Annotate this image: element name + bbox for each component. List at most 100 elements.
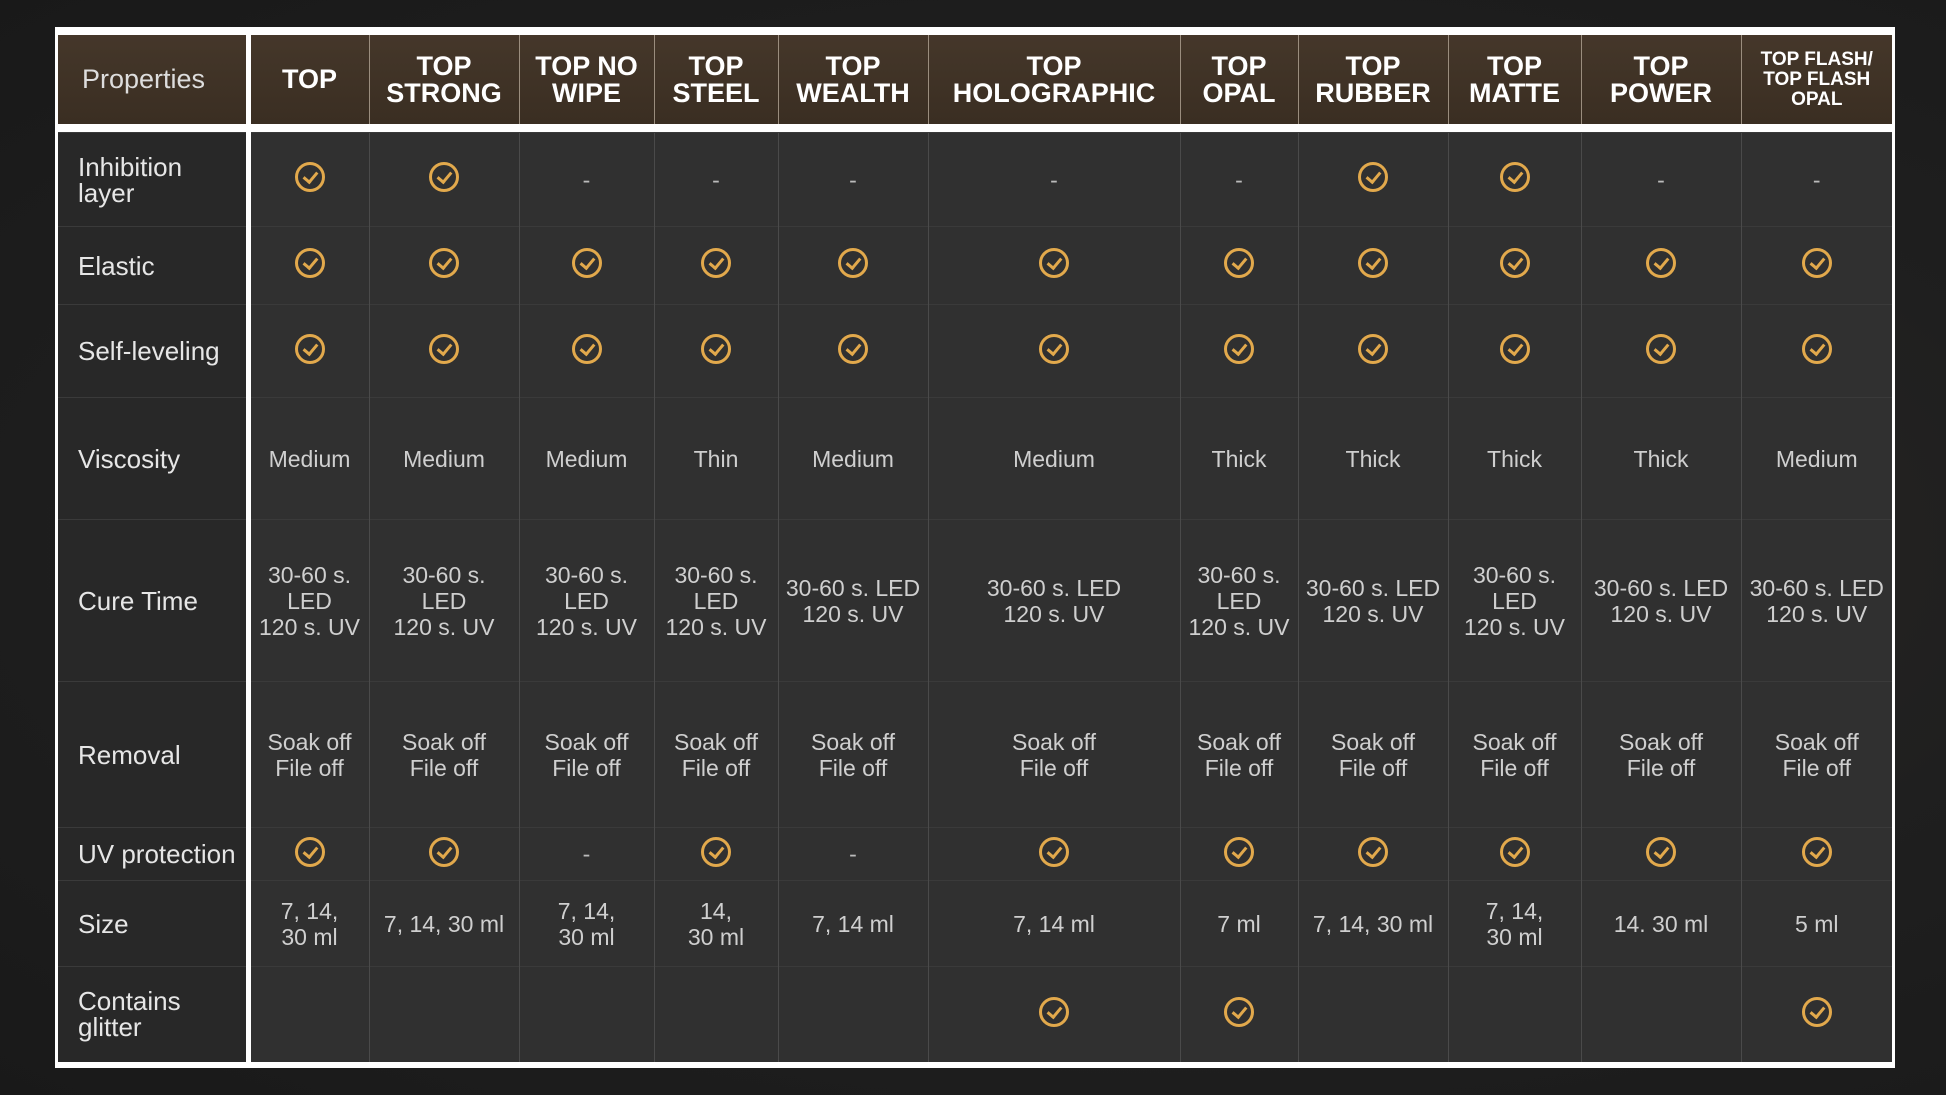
table-cell [1580, 304, 1741, 398]
check-circle-icon [701, 248, 731, 278]
table-cell: Soak off File off [1297, 681, 1448, 828]
cell-text: Soak off File off [1197, 728, 1281, 781]
check-circle-icon [429, 248, 459, 278]
table-cell [245, 132, 369, 227]
table-cell [1580, 966, 1741, 1062]
check-circle-icon [1801, 248, 1832, 278]
column-header: TOP HOLOGRAPHIC [927, 35, 1180, 124]
check-circle-icon [1499, 836, 1530, 867]
table-row: Inhibition layer - - - - - - - [58, 132, 1892, 227]
table-cell [1740, 827, 1892, 881]
dash-value: - [582, 166, 591, 193]
check-circle-icon [1039, 836, 1069, 867]
check-circle-icon [429, 836, 459, 867]
table-cell [368, 966, 519, 1062]
table-cell [927, 304, 1180, 398]
cell-text: 30-60 s. LED 120 s. UV [536, 561, 637, 640]
table-cell: Medium [518, 397, 654, 520]
cell-text: Soak off File off [267, 728, 352, 781]
table-cell: Soak off File off [368, 681, 519, 828]
table-cell: Soak off File off [1447, 681, 1581, 828]
check-circle-icon [1646, 333, 1676, 364]
dash-value: - [1235, 166, 1243, 193]
check-circle-icon [294, 333, 325, 364]
cell-text: 7, 14, 30 ml [383, 910, 505, 937]
table-cell: 14. 30 ml [1580, 880, 1741, 967]
check-circle-icon [1358, 836, 1388, 867]
column-header: TOP POWER [1580, 35, 1741, 124]
table-cell: Medium [1740, 397, 1892, 520]
table-cell: 7, 14, 30 ml [368, 880, 519, 967]
row-label: Viscosity [58, 397, 248, 520]
check-circle-icon [1039, 996, 1069, 1027]
table-row: Elastic [58, 226, 1892, 305]
cell-text: 5 ml [1795, 910, 1839, 937]
table-cell [245, 966, 369, 1062]
row-label: Elastic [58, 226, 248, 305]
row-label: Removal [58, 681, 248, 828]
check-circle-icon [1801, 333, 1832, 364]
table-cell [777, 966, 928, 1062]
table-cell: 7, 14 ml [927, 880, 1180, 967]
table-cell: Medium [777, 397, 928, 520]
table-cell: 30-60 s. LED 120 s. UV [245, 519, 369, 682]
row-label: UV protection [58, 827, 248, 881]
table-cell: 30-60 s. LED 120 s. UV [1179, 519, 1298, 682]
column-header: TOP FLASH/ TOP FLASH OPAL [1740, 35, 1892, 124]
table-cell: Soak off File off [245, 681, 369, 828]
cell-text: Medium [403, 445, 485, 472]
row-label: Self-leveling [58, 304, 248, 398]
dash-value: - [849, 841, 857, 867]
table-cell [368, 132, 519, 227]
table-row: Contains glitter [58, 966, 1892, 1062]
table-cell: Thick [1580, 397, 1741, 520]
table-cell [777, 304, 928, 398]
check-circle-icon [571, 333, 602, 364]
check-circle-icon [1039, 248, 1069, 278]
table-cell: Soak off File off [1740, 681, 1892, 828]
check-circle-icon [1499, 248, 1530, 278]
dash-value: - [1657, 166, 1665, 193]
check-circle-icon [571, 248, 602, 278]
cell-text: 14. 30 ml [1613, 910, 1709, 937]
check-circle-icon [294, 836, 325, 867]
cell-text: 30-60 s. LED 120 s. UV [1464, 561, 1565, 640]
table-cell: 30-60 s. LED 120 s. UV [927, 519, 1180, 682]
column-header: TOP OPAL [1179, 35, 1298, 124]
table-cell [927, 966, 1180, 1062]
table-cell: Soak off File off [653, 681, 778, 828]
table-cell: Soak off File off [1179, 681, 1298, 828]
check-circle-icon [838, 333, 868, 364]
table-cell [1740, 966, 1892, 1062]
table-row: UV protection - - [58, 827, 1892, 881]
table-cell: Soak off File off [518, 681, 654, 828]
table-cell: - [777, 827, 928, 881]
table-cell [1447, 226, 1581, 305]
table-cell: - [518, 827, 654, 881]
cell-text: Medium [812, 445, 894, 472]
cell-text: 30-60 s. LED 120 s. UV [259, 561, 360, 640]
cell-text: 30-60 s. LED 120 s. UV [1188, 561, 1290, 640]
column-header: TOP WEALTH [777, 35, 928, 124]
cell-text: Thick [1211, 445, 1267, 472]
table-cell: Thick [1179, 397, 1298, 520]
table-cell [1297, 304, 1448, 398]
table-cell [1297, 226, 1448, 305]
cell-text: Soak off File off [1472, 728, 1557, 781]
table-cell [245, 304, 369, 398]
table-cell [518, 304, 654, 398]
dash-value: - [582, 841, 591, 867]
properties-header: Properties [58, 35, 248, 124]
table-cell: 7, 14, 30 ml [518, 880, 654, 967]
check-circle-icon [1358, 333, 1388, 364]
column-header: TOP STEEL [653, 35, 778, 124]
check-circle-icon [1358, 248, 1388, 278]
table-cell [518, 226, 654, 305]
check-circle-icon [701, 333, 731, 364]
check-circle-icon [294, 248, 325, 278]
table-cell [1297, 132, 1448, 227]
check-circle-icon [1499, 333, 1530, 364]
table-cell [518, 966, 654, 1062]
table-cell [245, 226, 369, 305]
check-circle-icon [838, 248, 868, 278]
